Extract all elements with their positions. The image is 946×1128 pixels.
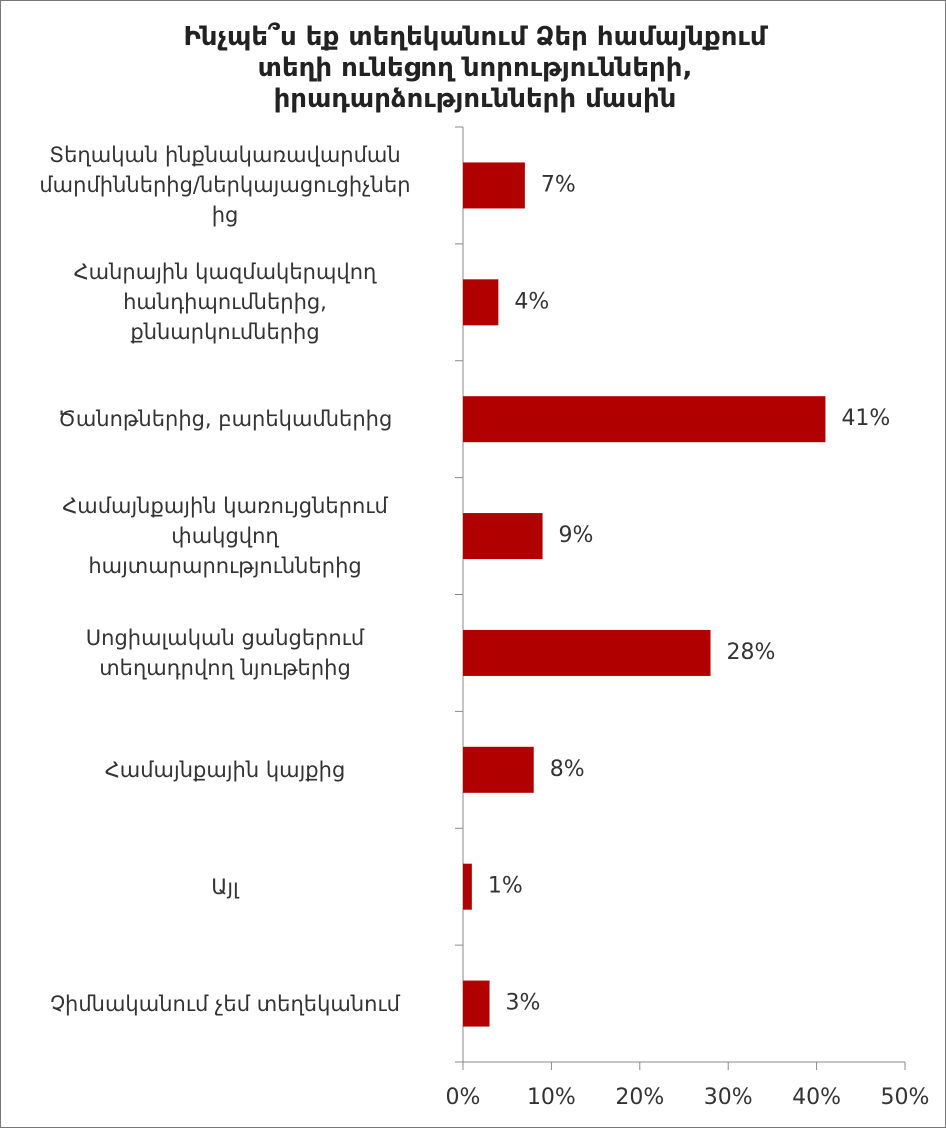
value-label: 1%	[488, 874, 523, 899]
value-label: 3%	[506, 991, 541, 1016]
value-label: 9%	[559, 523, 594, 548]
category-label: Համայնքային կայքից	[104, 757, 346, 782]
category-label: Համայնքային կառույցներում փակցվող հայտար…	[62, 494, 388, 579]
category-label: Սոցիալական ցանցերում տեղադրվող նյութերից	[85, 625, 365, 680]
value-label: 8%	[550, 757, 585, 782]
bar	[463, 980, 490, 1027]
bar	[463, 863, 472, 910]
value-label: 7%	[541, 172, 576, 197]
category-label: Տեղական ինքնակառավարման մարմիններից/ներկ…	[39, 143, 411, 228]
chart-title: Ինչպե՞ս եք տեղեկանում Ձեր համայնքում տեղ…	[183, 22, 767, 114]
category-label: Այլ	[211, 874, 239, 899]
bar	[463, 513, 543, 560]
category-label: Ծանոթներից, բարեկամներից	[57, 407, 393, 432]
x-tick-label: 40%	[792, 1085, 841, 1110]
value-label: 41%	[841, 406, 890, 431]
bar	[463, 162, 525, 209]
bar	[463, 746, 534, 793]
x-tick-label: 50%	[881, 1085, 930, 1110]
x-tick-label: 20%	[615, 1085, 664, 1110]
value-label: 4%	[514, 289, 549, 314]
value-label: 28%	[727, 640, 776, 665]
bar	[463, 396, 826, 443]
x-tick-label: 10%	[527, 1085, 576, 1110]
x-tick-label: 0%	[446, 1085, 481, 1110]
bar	[463, 629, 711, 676]
bar	[463, 279, 499, 326]
category-label: Հանրային կազմակերպվող հանդիպումներից, քն…	[73, 260, 377, 345]
category-label: Չիմնականում չեմ տեղեկանում	[50, 991, 400, 1016]
x-tick-label: 30%	[704, 1085, 753, 1110]
